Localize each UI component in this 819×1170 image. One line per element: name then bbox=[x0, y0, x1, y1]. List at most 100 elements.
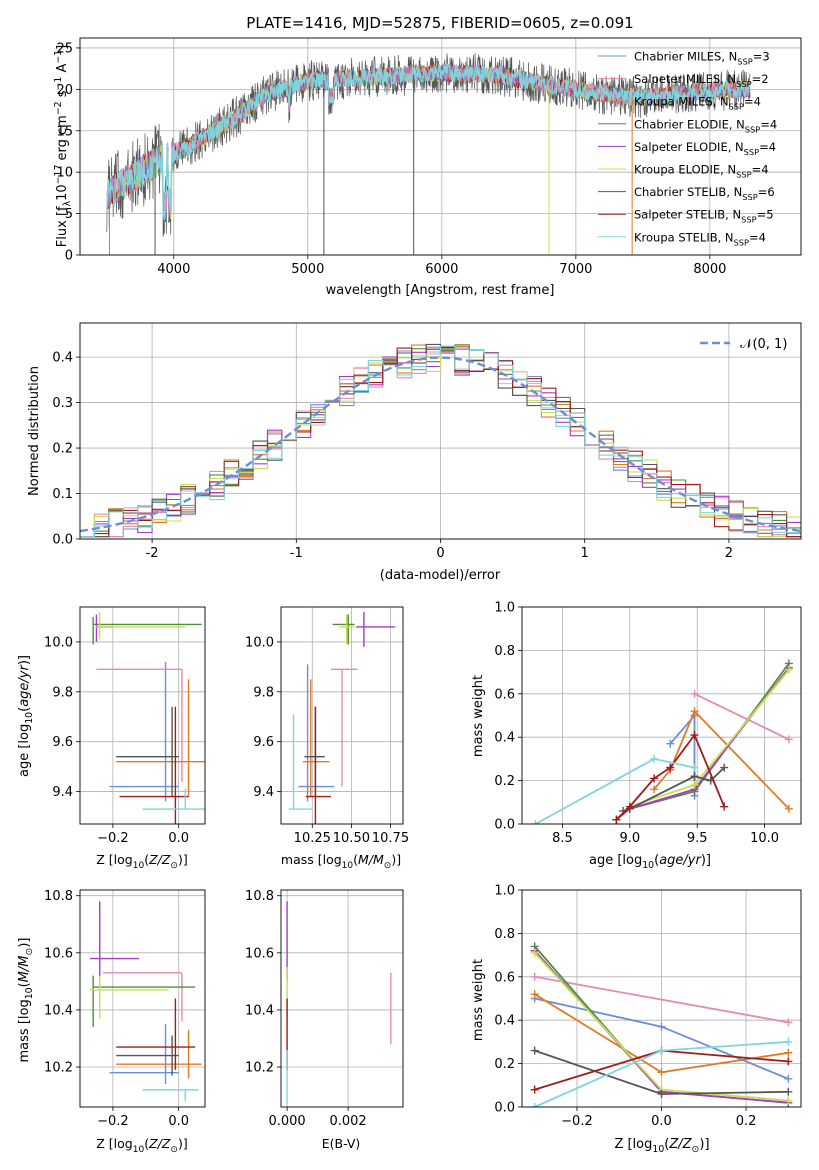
massweight-vs-age-line-salpeter_elodie bbox=[615, 667, 790, 821]
mass-vs-ebv-ytick-label: 10.4 bbox=[245, 1003, 274, 1018]
age-vs-Z-ytick-label: 9.8 bbox=[52, 685, 73, 700]
massweight-vs-Z-marker-chabrier_miles bbox=[784, 1074, 793, 1083]
residuals-gaussian bbox=[80, 356, 801, 533]
massweight-vs-age-marker-kroupa_miles bbox=[690, 707, 699, 716]
mass-vs-ebv-ytick-label: 10.2 bbox=[245, 1061, 274, 1076]
mass-vs-Z-xtick-label: −0.2 bbox=[97, 1114, 129, 1129]
age-vs-Z-frame bbox=[79, 606, 206, 825]
massweight-vs-age-xlabel: age [log10(age/yr)] bbox=[589, 853, 711, 871]
massweight-vs-age-line-chabrier_miles bbox=[669, 713, 696, 796]
massweight-vs-Z-marker-kroupa_miles bbox=[530, 990, 539, 999]
massweight-vs-age-line-salpeter_miles bbox=[694, 692, 790, 741]
massweight-vs-age-ytick-label: 0.0 bbox=[494, 818, 515, 833]
mass-vs-Z-grid bbox=[80, 890, 205, 1107]
spectrum-plot-area bbox=[106, 53, 751, 255]
massweight-vs-Z-xtick-label: −0.2 bbox=[561, 1114, 593, 1129]
massweight-vs-age-xtick-label: 9.0 bbox=[619, 831, 640, 846]
mass-vs-Z-xtick-label: 0.0 bbox=[168, 1114, 189, 1129]
massweight-vs-age-marker-kroupa_stelib bbox=[531, 820, 540, 824]
massweight-vs-Z-ytick-label: 0.0 bbox=[494, 1101, 515, 1116]
age-vs-mass-xlabel: mass [log10(M/M⊙)] bbox=[281, 852, 401, 871]
spectrum-panel: 4000 5000 6000 7000 8000 0 5 10 15 20 25 bbox=[56, 37, 802, 277]
massweight-vs-age-marker-chabrier_miles bbox=[666, 739, 675, 748]
massweight-vs-age-ytick-label: 0.6 bbox=[494, 687, 515, 702]
massweight-vs-age-marker-kroupa_miles bbox=[650, 785, 659, 794]
massweight-vs-Z-marker-chabrier_stelib bbox=[530, 1046, 539, 1055]
mass-vs-ebv-xtick-label: 0.000 bbox=[268, 1114, 305, 1129]
residuals-ytick-label: 0.2 bbox=[52, 442, 73, 457]
spectrum-ytick-label: 20 bbox=[56, 83, 73, 98]
residuals-xlabel: (data-model)/error bbox=[380, 568, 501, 583]
massweight-vs-age-marker-kroupa_stelib bbox=[650, 754, 659, 763]
mass-vs-Z-ytick-label: 10.2 bbox=[44, 1061, 73, 1076]
legend-label-chabrier_miles: Chabrier MILES, NSSP=3 bbox=[634, 50, 770, 67]
age-vs-Z-xtick-label: 0.0 bbox=[168, 831, 189, 846]
residuals-ytick-label: 0.1 bbox=[52, 487, 73, 502]
residuals-frame bbox=[79, 322, 802, 540]
massweight-vs-age-grid bbox=[522, 606, 801, 825]
spectrum-ytick-label: 0 bbox=[65, 249, 73, 264]
mass-vs-ebv-xtick-label: 0.002 bbox=[329, 1114, 366, 1129]
mass-vs-Z-frame bbox=[79, 889, 206, 1108]
legend-label-salpeter_miles: Salpeter MILES, NSSP=2 bbox=[634, 72, 769, 89]
massweight-vs-age-line-chabrier_stelib bbox=[622, 766, 725, 812]
spectrum-xtick-label: 4000 bbox=[157, 262, 190, 277]
residuals-xtick-label: -1 bbox=[290, 546, 303, 561]
age-vs-mass-xtick-label: 10.75 bbox=[372, 831, 409, 846]
massweight-vs-Z-plot-area bbox=[530, 942, 793, 1107]
massweight-vs-Z-marker-kroupa_elodie bbox=[530, 948, 539, 957]
residuals-ytick-label: 0.0 bbox=[52, 533, 73, 548]
massweight-vs-Z-marker-salpeter_miles bbox=[784, 1018, 793, 1027]
massweight-vs-age-frame bbox=[521, 606, 802, 825]
massweight-vs-age-marker-salpeter_stelib bbox=[650, 774, 659, 783]
massweight-vs-age-marker-salpeter_stelib bbox=[666, 763, 675, 772]
residuals-xtick-label: 1 bbox=[581, 546, 589, 561]
age-vs-mass-ytick-label: 9.8 bbox=[253, 685, 274, 700]
massweight-vs-Z-ytick-label: 1.0 bbox=[494, 884, 515, 899]
massweight-vs-age-marker-salpeter_miles bbox=[690, 689, 699, 698]
massweight-vs-age-marker-chabrier_stelib bbox=[720, 763, 729, 772]
massweight-vs-age-line-kroupa_elodie bbox=[615, 669, 790, 821]
age-vs-mass-ytick-label: 9.6 bbox=[253, 735, 274, 750]
residuals-legend-label: 𝒩(0, 1) bbox=[740, 337, 787, 352]
spectrum-title: PLATE=1416, MJD=52875, FIBERID=0605, z=0… bbox=[246, 14, 633, 32]
massweight-vs-Z-xlabel: Z [log10(Z/Z⊙)] bbox=[614, 1137, 709, 1155]
massweight-vs-age-marker-salpeter_stelib bbox=[612, 815, 621, 824]
mass-vs-ebv-plot-area bbox=[286, 901, 392, 1105]
legend-label-kroupa_miles: Kroupa MILES, NSSP=4 bbox=[634, 95, 761, 112]
age-vs-Z-ytick-label: 10.0 bbox=[44, 635, 73, 650]
age-vs-Z-xlabel: Z [log10(Z/Z⊙)] bbox=[96, 852, 187, 871]
mass-vs-Z-ytick-label: 10.8 bbox=[44, 889, 73, 904]
spectrum-ytick-label: 15 bbox=[56, 124, 73, 139]
legend-label-kroupa_stelib: Kroupa STELIB, NSSP=4 bbox=[634, 230, 766, 247]
spectrum-xtick-label: 7000 bbox=[559, 262, 592, 277]
massweight-vs-age-plot-area bbox=[531, 659, 793, 824]
massweight-vs-Z-xtick-label: 0.0 bbox=[651, 1114, 672, 1129]
massweight-vs-Z-marker-kroupa_stelib bbox=[784, 1037, 793, 1046]
mass-vs-ebv-xlabel: E(B-V) bbox=[322, 1136, 361, 1151]
spectrum-xlabel: wavelength [Angstrom, rest frame] bbox=[326, 283, 555, 298]
age-vs-Z-plot-area bbox=[92, 611, 205, 824]
massweight-vs-Z-ytick-label: 0.6 bbox=[494, 970, 515, 985]
massweight-vs-Z-marker-kroupa_miles bbox=[784, 1048, 793, 1057]
spectrum-line-kroupa_stelib bbox=[106, 63, 751, 221]
massweight-vs-age-xtick-label: 10.0 bbox=[750, 831, 779, 846]
massweight-vs-Z-marker-chabrier_stelib bbox=[657, 1089, 666, 1098]
spectrum-ytick-label: 25 bbox=[56, 41, 73, 56]
massweight-vs-age-line-kroupa_miles bbox=[653, 709, 790, 810]
mass-vs-ebv-grid bbox=[281, 890, 403, 1107]
massweight-vs-age-marker-salpeter_stelib bbox=[690, 731, 699, 740]
massweight-vs-Z-ytick-label: 0.4 bbox=[494, 1014, 515, 1029]
age-vs-Z-xtick-label: −0.2 bbox=[97, 831, 129, 846]
mass-vs-ebv-ytick-label: 10.8 bbox=[245, 889, 274, 904]
massweight-vs-Z-marker-salpeter_stelib bbox=[784, 1057, 793, 1066]
massweight-vs-age-marker-kroupa_elodie bbox=[690, 780, 699, 789]
residuals-xtick-label: 2 bbox=[725, 546, 733, 561]
mass-vs-Z-ytick-label: 10.4 bbox=[44, 1003, 73, 1018]
residuals-plot-area bbox=[80, 343, 801, 538]
spectrum-frame bbox=[79, 37, 802, 256]
massweight-vs-age-marker-chabrier_stelib bbox=[690, 772, 699, 781]
massweight-vs-Z-ytick-label: 0.2 bbox=[494, 1057, 515, 1072]
mass-vs-ebv-frame bbox=[280, 889, 404, 1108]
massweight-vs-age-xtick-label: 8.5 bbox=[552, 831, 573, 846]
